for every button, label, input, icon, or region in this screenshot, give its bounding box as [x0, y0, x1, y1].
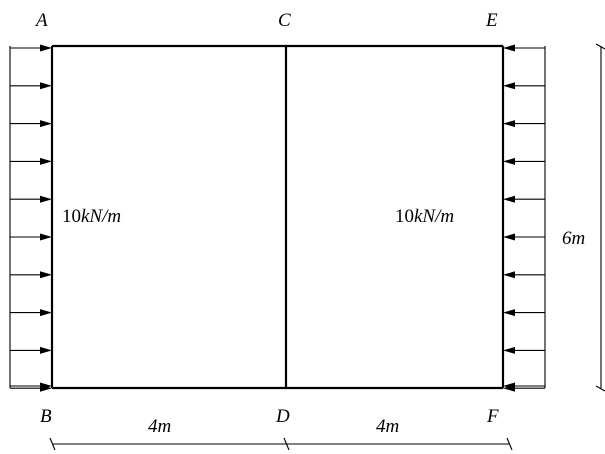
frame-members	[50, 44, 505, 390]
span-dimension: 4m 4m	[49, 416, 513, 451]
left-load-arrows	[10, 44, 52, 392]
left-load-unit: kN/m	[81, 206, 121, 227]
left-load-value: 10	[62, 206, 81, 227]
left-load-arrow	[10, 157, 52, 165]
right-load-label: 10kN/m	[395, 206, 454, 227]
height-label: 6m	[562, 228, 585, 249]
right-load-value: 10	[395, 206, 414, 227]
right-load-arrow	[503, 233, 545, 241]
span-left-label: 4m	[148, 416, 171, 437]
left-load-arrow	[10, 271, 52, 279]
left-load-arrow	[10, 233, 52, 241]
left-load-arrow	[10, 195, 52, 203]
left-load-arrow	[10, 120, 52, 128]
right-load-arrow	[503, 382, 545, 390]
right-load-unit: kN/m	[414, 206, 454, 227]
height-dimension-tick-top	[595, 43, 605, 50]
right-load-arrow	[503, 195, 545, 203]
node-label-e: E	[485, 10, 498, 31]
node-label-d: D	[275, 406, 290, 427]
span-tick-b	[49, 437, 56, 451]
height-dimension-tick-bottom	[595, 385, 605, 392]
node-label-b: B	[40, 406, 52, 427]
left-load-arrow	[10, 382, 52, 390]
right-load-arrow	[503, 271, 545, 279]
node-label-f: F	[486, 406, 499, 427]
left-load-arrow	[10, 82, 52, 90]
left-load-arrow	[10, 309, 52, 317]
span-tick-f	[506, 437, 513, 451]
span-right-label: 4m	[376, 416, 399, 437]
right-load-arrow	[503, 120, 545, 128]
node-label-c: C	[278, 10, 291, 31]
right-distributed-load	[503, 44, 546, 392]
left-load-arrow	[10, 346, 52, 354]
right-load-arrow	[503, 82, 545, 90]
node-label-a: A	[34, 10, 48, 31]
right-load-arrows	[503, 44, 545, 392]
height-dimension: 6m	[562, 43, 605, 392]
left-load-arrow	[10, 44, 52, 52]
right-load-arrow	[503, 157, 545, 165]
left-load-label: 10kN/m	[62, 206, 121, 227]
span-tick-d	[283, 437, 290, 451]
right-load-arrow	[503, 346, 545, 354]
right-load-arrow	[503, 44, 545, 52]
right-load-arrow	[503, 309, 545, 317]
left-distributed-load	[9, 44, 52, 392]
